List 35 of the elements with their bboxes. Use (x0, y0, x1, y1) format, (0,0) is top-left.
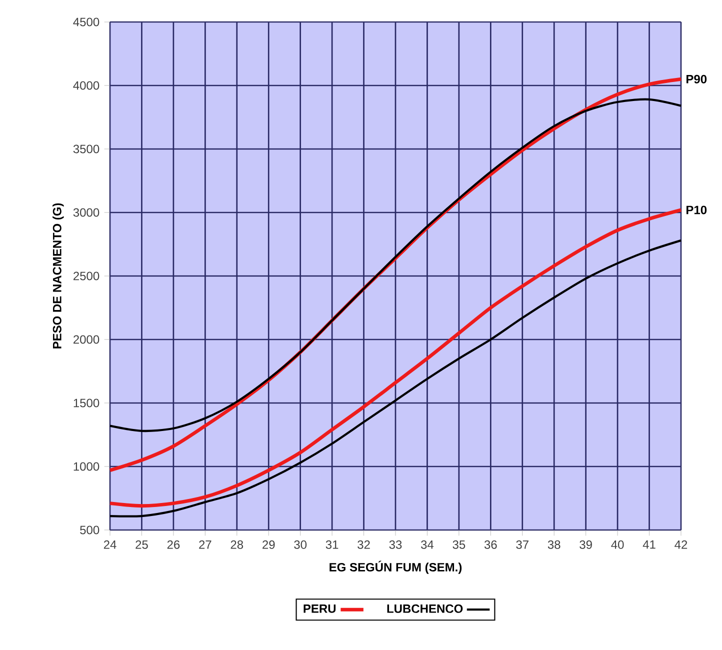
x-tick-label: 28 (230, 540, 244, 549)
x-tick-label: 40 (611, 540, 624, 549)
y-tick-label: 3500 (73, 144, 100, 154)
x-tick-label: 38 (548, 540, 560, 549)
x-tick-label: 24 (104, 540, 116, 549)
annotation: P10 (686, 206, 707, 214)
y-tick-label: 1000 (74, 462, 100, 471)
x-tick-label: 33 (389, 540, 402, 549)
x-tick-label: 36 (484, 540, 497, 549)
y-tick-label: 2500 (74, 272, 100, 280)
x-tick-label: 29 (262, 540, 275, 549)
y-tick-label: 4000 (73, 81, 100, 90)
x-tick-label: 42 (674, 540, 688, 549)
legend-label: LUBCHENCO (387, 604, 463, 613)
y-tick-label: 4500 (73, 18, 100, 26)
x-tick-label: 30 (294, 540, 307, 549)
x-tick-label: 37 (516, 540, 528, 549)
y-tick-label: 500 (80, 526, 100, 534)
x-tick-label: 27 (199, 540, 212, 549)
x-tick-label: 31 (326, 540, 338, 549)
annotation: P90 (686, 74, 707, 84)
line-series (108, 98, 682, 432)
x-tick-label: 41 (642, 540, 656, 549)
y-tick-label: 1500 (74, 398, 100, 408)
x-tick-label: 32 (358, 540, 370, 549)
x-tick-label: 39 (580, 540, 592, 549)
x-tick-label: 26 (167, 540, 180, 549)
y-tick-label: 3000 (73, 208, 100, 217)
x-tick-label: 34 (421, 540, 434, 549)
y-axis-title: PESO DE NACMENTO (G) (52, 203, 64, 348)
x-tick-label: 35 (452, 540, 466, 549)
legend-label: PERU (304, 604, 336, 613)
y-tick-label: 2000 (74, 335, 100, 344)
x-axis-title: EG SEGÚN FUM (SEM.) (330, 560, 462, 574)
x-tick-label: 25 (136, 540, 148, 549)
